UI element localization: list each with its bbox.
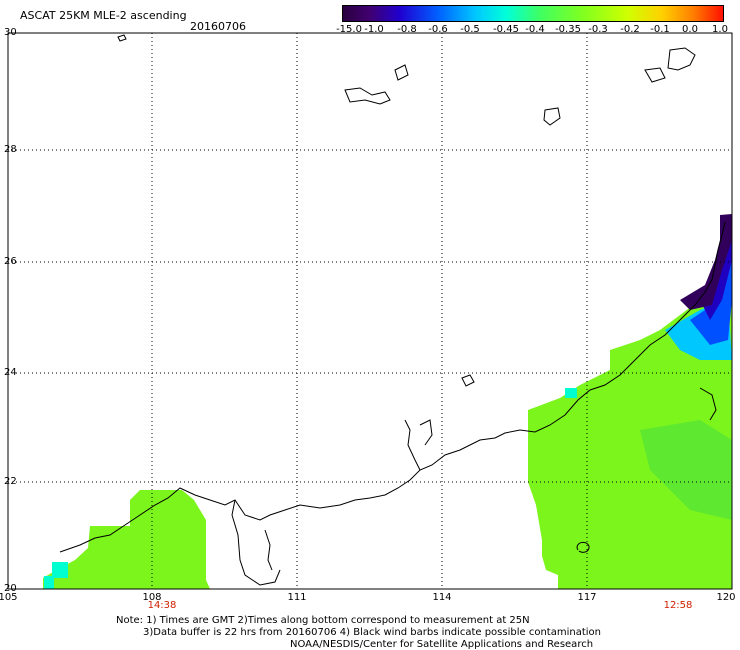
swath-west-cyan	[52, 562, 68, 578]
colorbar-label: -0.35	[555, 24, 581, 35]
colorbar-label: 0.0	[682, 24, 698, 35]
y-tick-label: 20	[4, 583, 17, 594]
colorbar-label: -0.1	[650, 24, 670, 35]
coastline	[59, 34, 726, 586]
note-line-3: NOAA/NESDIS/Center for Satellite Applica…	[290, 639, 594, 650]
swath-east-blue	[690, 230, 732, 345]
map-date: 20160706	[190, 20, 246, 33]
colorbar-label: 1.0	[712, 24, 728, 35]
swath-west	[43, 490, 210, 589]
x-tick-label: 117	[577, 592, 597, 603]
colorbar-label: -0.6	[428, 24, 448, 35]
x-tick-label: 120	[716, 592, 736, 603]
note-line-1: Note: 1) Times are GMT 2)Times along bot…	[116, 615, 530, 626]
x-tick-label: 111	[287, 592, 307, 603]
time-label-left: 14:38	[147, 600, 177, 611]
y-tick-label: 28	[4, 144, 17, 155]
colorbar-label: -0.45	[493, 24, 519, 35]
colorbar-label: -15.0	[336, 24, 362, 35]
map-title: ASCAT 25KM MLE-2 ascending	[20, 9, 187, 22]
colorbar-label: -0.4	[525, 24, 545, 35]
time-label-right: 12:58	[663, 600, 693, 611]
colorbar-label: -0.2	[620, 24, 640, 35]
x-tick-label: 105	[0, 592, 18, 603]
swath-east	[528, 214, 732, 589]
map-grid	[8, 33, 732, 589]
wind-data-swath	[43, 214, 732, 589]
swath-east-cyan-patch	[565, 388, 577, 398]
x-tick-label: 114	[432, 592, 452, 603]
y-tick-label: 30	[4, 27, 17, 38]
y-tick-label: 22	[4, 476, 17, 487]
y-tick-label: 24	[4, 367, 17, 378]
note-line-2: 3)Data buffer is 22 hrs from 20160706 4)…	[143, 627, 601, 638]
y-tick-label: 26	[4, 256, 17, 267]
swath-east-dark	[640, 420, 732, 520]
colorbar-label: -1.0	[364, 24, 384, 35]
x-tick-label: 108	[142, 592, 162, 603]
colorbar-labels: -15.0 -1.0 -0.8 -0.6 -0.5 -0.45 -0.4 -0.…	[330, 24, 740, 38]
colorbar-label: -0.5	[460, 24, 480, 35]
colorbar-label: -0.3	[588, 24, 608, 35]
colorbar	[342, 5, 724, 22]
map-frame	[7, 32, 733, 590]
swath-west-cyan	[44, 576, 54, 589]
colorbar-label: -0.8	[397, 24, 417, 35]
